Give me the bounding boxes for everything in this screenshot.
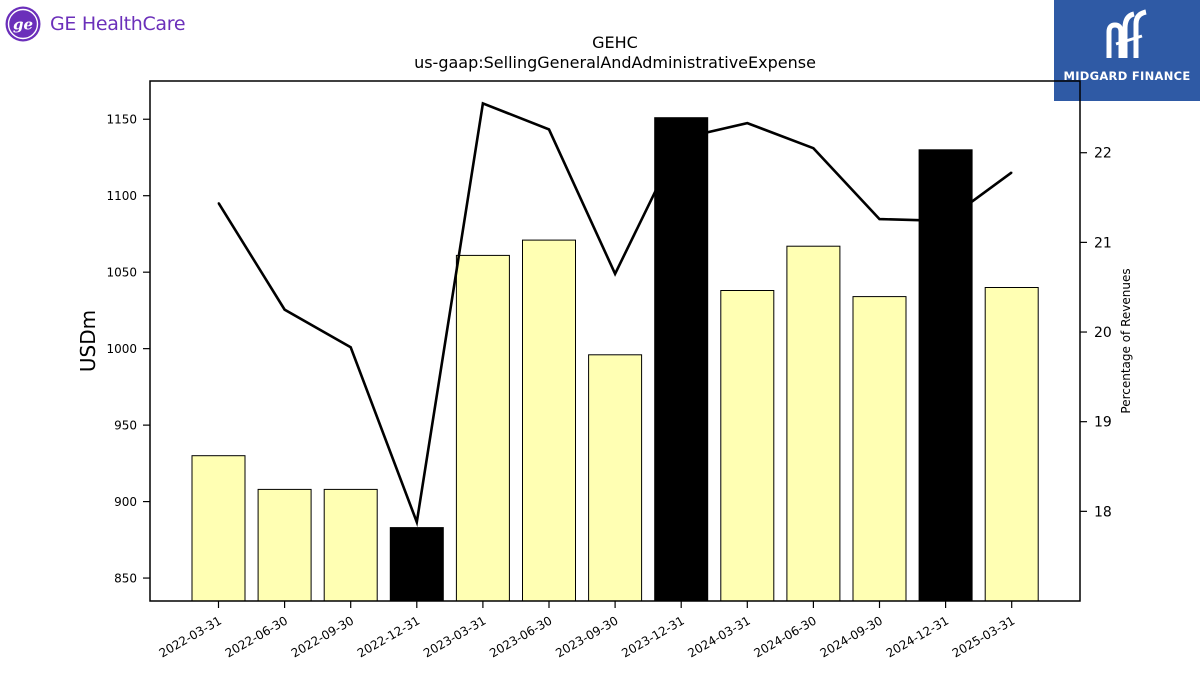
x-tick-label: 2022-03-31: [157, 613, 224, 660]
svg-text:ge: ge: [13, 16, 33, 34]
x-tick-label: 2023-12-31: [619, 613, 686, 660]
x-tick-label: 2024-09-30: [818, 613, 885, 660]
bar-2024-12-31: [918, 149, 973, 602]
partner-name: MIDGARD FINANCE: [1063, 69, 1191, 83]
x-axis-ticks: 2022-03-312022-06-302022-09-302022-12-31…: [157, 601, 1017, 660]
bar-2024-03-31: [720, 290, 775, 602]
y-tick-label: 1100: [106, 189, 137, 203]
y-tick-label: 1150: [106, 113, 137, 127]
y2-tick-label: 20: [1094, 325, 1112, 341]
bar-2022-06-30: [257, 488, 312, 602]
x-tick-label: 2025-03-31: [950, 613, 1017, 660]
x-tick-label: 2022-06-30: [223, 613, 290, 660]
line-layer: [217, 101, 1013, 528]
line-point-2023-09-30: [614, 273, 616, 275]
left-axis-ticks: 850 900 950 1000 1050 1100 1150: [106, 113, 150, 586]
x-tick-label: 2023-03-31: [421, 613, 488, 660]
x-tick-label: 2023-09-30: [553, 613, 620, 660]
bar-2022-09-30: [323, 488, 378, 602]
y2-axis-label: Percentage of Revenues: [1119, 268, 1133, 413]
line-point-2022-06-30: [283, 308, 286, 311]
bar-2025-03-31: [984, 287, 1039, 602]
bar-2023-12-31: [654, 117, 709, 602]
x-tick-label: 2024-12-31: [884, 613, 951, 660]
y-tick-label: 1000: [106, 342, 137, 356]
bar-2024-09-30: [852, 296, 907, 602]
company-name: GE HealthCare: [50, 13, 186, 35]
bar-2023-06-30: [522, 239, 576, 602]
chart-subtitle: us-gaap:SellingGeneralAndAdministrativeE…: [414, 53, 816, 72]
line-point-2024-06-30: [812, 147, 815, 149]
line-point-2023-06-30: [548, 128, 550, 131]
x-tick-label: 2022-09-30: [289, 613, 356, 660]
y-tick-label: 1050: [106, 266, 137, 280]
x-tick-label: 2024-03-31: [685, 613, 752, 660]
line-point-2024-03-31: [746, 122, 749, 124]
y-tick-label: 850: [114, 572, 137, 586]
line-point-2023-12-31: [680, 137, 682, 140]
y2-tick-label: 18: [1094, 504, 1112, 520]
y2-tick-label: 22: [1094, 146, 1112, 162]
y2-tick-label: 19: [1094, 415, 1112, 431]
bar-2023-03-31: [455, 254, 510, 602]
chart-title: GEHC: [592, 33, 638, 52]
right-axis-ticks: 18 19 20 21 22: [1080, 146, 1112, 520]
bar-2022-12-31: [389, 527, 444, 602]
x-tick-label: 2023-06-30: [487, 613, 554, 660]
line-point-2024-12-31: [944, 220, 947, 222]
line-point-2024-09-30: [878, 218, 881, 220]
bars-layer: [191, 117, 1039, 602]
y-tick-label: 950: [114, 419, 137, 433]
bar-2022-03-31: [191, 455, 246, 602]
line-point-2022-09-30: [349, 346, 352, 349]
y-axis-label: USDm: [76, 310, 100, 372]
midgard-finance-logo-icon: [1106, 9, 1147, 58]
bar-2023-09-30: [588, 354, 643, 602]
line-point-2022-03-31: [217, 202, 220, 204]
ge-healthcare-monogram-icon: ge: [5, 6, 41, 42]
x-tick-label: 2024-06-30: [751, 613, 818, 660]
y-tick-label: 900: [114, 495, 137, 509]
bar-2024-06-30: [786, 245, 841, 602]
line-point-2022-12-31: [416, 521, 418, 523]
partner-logo: MIDGARD FINANCE: [1054, 0, 1200, 101]
y2-tick-label: 21: [1094, 235, 1112, 251]
line-point-2025-03-31: [1010, 171, 1013, 174]
line-point-2023-03-31: [482, 102, 484, 105]
company-logo: ge GE HealthCare: [4, 4, 186, 44]
x-tick-label: 2022-12-31: [355, 613, 422, 660]
